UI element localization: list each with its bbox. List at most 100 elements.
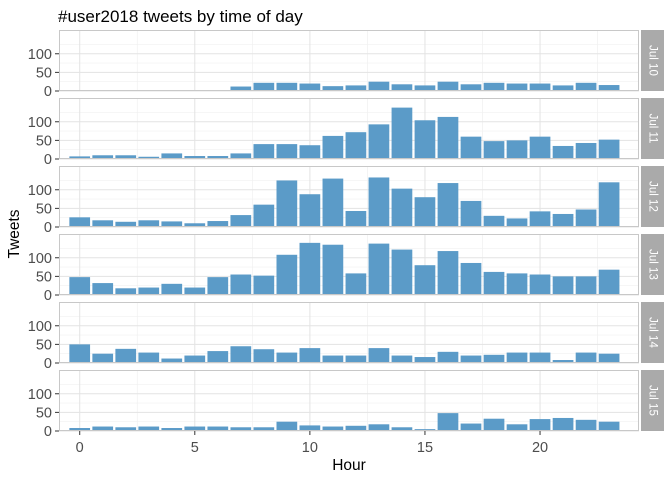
bar	[552, 360, 574, 363]
y-tick-label: 50	[36, 405, 52, 421]
bar	[69, 217, 91, 227]
bar	[552, 417, 574, 431]
bar	[529, 211, 551, 227]
facet-panel: 0 50 100 Jul 13	[28, 234, 664, 304]
bar	[253, 82, 275, 91]
bar	[92, 220, 114, 227]
bar	[299, 83, 321, 91]
facet-panel: 0 50 100 Jul 10	[28, 30, 664, 100]
chart-title: #user2018 tweets by time of day	[58, 7, 303, 26]
facet-strip	[641, 166, 664, 227]
y-tick-label: 100	[28, 319, 52, 335]
bar	[207, 221, 229, 227]
bar	[115, 288, 137, 295]
facet-strip	[641, 234, 664, 295]
facet-panels: 0 50 100 Jul 10 0 50 100 Jul 11 0 50 100 Jul 12 0 50 1…	[28, 30, 664, 440]
x-tick-label: 15	[417, 440, 433, 456]
bar	[92, 283, 114, 295]
bar	[552, 213, 574, 227]
bar	[483, 141, 505, 159]
bar	[299, 242, 321, 295]
bar	[368, 424, 390, 431]
y-tick-label: 100	[28, 47, 52, 63]
bar	[575, 142, 597, 159]
bar	[529, 352, 551, 363]
bar	[207, 426, 229, 431]
x-tick-label: 0	[76, 440, 84, 456]
bar	[161, 221, 183, 227]
bar	[460, 423, 482, 431]
bar	[69, 156, 91, 159]
bar	[207, 277, 229, 295]
bar	[437, 81, 459, 91]
x-tick-label: 10	[302, 440, 318, 456]
bar	[115, 427, 137, 431]
bar	[184, 287, 206, 295]
bar	[460, 200, 482, 227]
y-tick-label: 0	[44, 84, 52, 100]
y-tick-label: 0	[44, 288, 52, 304]
facet-strip	[641, 370, 664, 431]
bar	[161, 428, 183, 431]
bar	[575, 276, 597, 295]
bar	[184, 355, 206, 363]
bar	[506, 83, 528, 91]
bar	[253, 144, 275, 159]
bar	[598, 353, 620, 363]
bar	[506, 140, 528, 159]
y-tick-label: 0	[44, 424, 52, 440]
bar	[299, 348, 321, 363]
bar	[368, 177, 390, 227]
bar	[598, 139, 620, 159]
facet-panel: 0 50 100 Jul 11	[28, 98, 664, 168]
facet-panel: 0 50 100 Jul 14	[28, 302, 664, 372]
panel-border	[59, 234, 639, 295]
bar	[506, 273, 528, 295]
bar	[529, 419, 551, 431]
y-tick-label: 50	[36, 337, 52, 353]
bar	[138, 287, 160, 295]
y-tick-label: 50	[36, 269, 52, 285]
facet-panel: 0 50 100 Jul 12	[28, 166, 664, 236]
bar	[276, 180, 298, 227]
bar	[299, 145, 321, 159]
bar	[345, 85, 367, 91]
bar	[391, 249, 413, 295]
y-tick-label: 0	[44, 152, 52, 168]
y-tick-label: 100	[28, 115, 52, 131]
bar	[368, 124, 390, 159]
bar	[115, 221, 137, 227]
bar	[230, 346, 252, 363]
facet-panel: 0 50 100 Jul 15	[28, 370, 664, 440]
x-tick-label: 20	[532, 440, 548, 456]
y-tick-label: 100	[28, 183, 52, 199]
bar	[230, 215, 252, 227]
bar	[529, 83, 551, 91]
bar	[391, 355, 413, 363]
bar	[345, 425, 367, 431]
x-axis-label: Hour	[332, 457, 366, 474]
bar	[92, 353, 114, 363]
bar	[414, 265, 436, 295]
bar	[391, 427, 413, 431]
bar	[575, 82, 597, 91]
bar	[552, 145, 574, 159]
bar	[483, 354, 505, 363]
bar	[552, 276, 574, 295]
bar	[437, 351, 459, 363]
bar	[69, 277, 91, 295]
bar	[437, 116, 459, 159]
bar	[322, 86, 344, 91]
bar	[322, 178, 344, 227]
panel-background	[59, 30, 639, 91]
bar	[575, 419, 597, 431]
bar	[92, 426, 114, 431]
bar	[276, 144, 298, 159]
bar	[138, 220, 160, 227]
facet-strip	[641, 98, 664, 159]
bar	[322, 135, 344, 159]
bar	[138, 426, 160, 431]
bar	[253, 427, 275, 431]
y-axis-label: Tweets	[6, 209, 23, 258]
